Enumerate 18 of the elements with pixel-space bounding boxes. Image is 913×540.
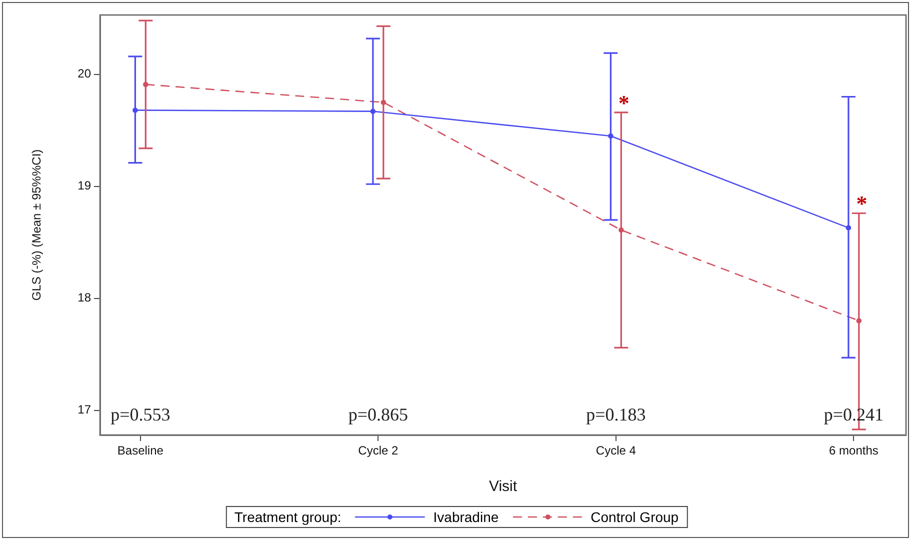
x-tick-label: Baseline <box>117 444 164 458</box>
annotation: * <box>618 90 630 116</box>
legend-label: Control Group <box>590 509 679 525</box>
annotation: p=0.183 <box>586 404 646 425</box>
y-tick-label: 20 <box>78 66 92 81</box>
legend-label: Ivabradine <box>433 509 499 525</box>
annotation: p=0.865 <box>348 404 408 425</box>
y-tick-label: 19 <box>78 178 92 193</box>
annotation: * <box>856 191 868 216</box>
y-tick-label: 17 <box>78 402 92 417</box>
legend-title: Treatment group: <box>234 509 342 525</box>
y-tick-label: 18 <box>78 290 92 305</box>
annotation: p=0.553 <box>110 404 170 425</box>
x-axis-title: Visit <box>488 478 518 496</box>
y-axis-title: GLS (-%) (Mean ± 95%%CI) <box>30 149 44 301</box>
x-tick-label: Cycle 2 <box>358 444 399 458</box>
x-tick-label: 6 months <box>829 444 878 458</box>
x-tick-label: Cycle 4 <box>596 444 636 458</box>
